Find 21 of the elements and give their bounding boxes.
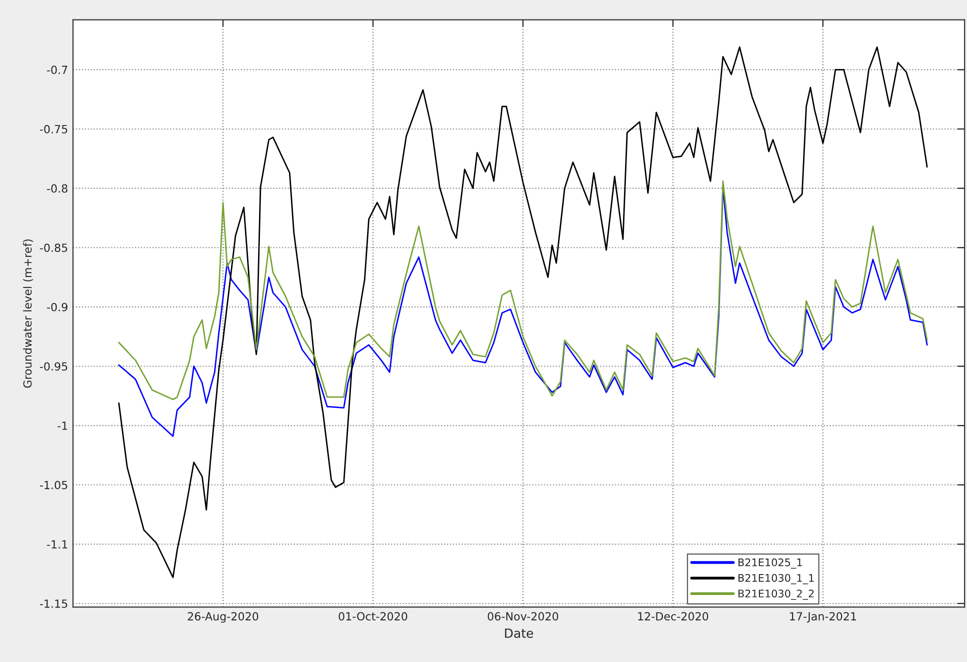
x-tick-label: 17-Jan-2021 (790, 612, 856, 623)
y-tick-label: -1.05 (40, 480, 68, 490)
y-tick-label: -0.8 (47, 184, 68, 193)
y-tick-label: -0.85 (40, 244, 68, 252)
legend-label: B21E1030_1_1 (738, 574, 814, 584)
y-axis-title: Groundwater level (m+ref) (23, 239, 33, 388)
x-tick-label: 06-Nov-2020 (488, 612, 558, 621)
legend-label: B21E1025_1 (738, 558, 802, 569)
x-tick-label: 12-Dec-2020 (638, 612, 708, 621)
x-tick-label: 01-Oct-2020 (338, 612, 408, 621)
y-tick-label: -0.7 (47, 66, 68, 74)
x-tick-label: 26-Aug-2020 (188, 612, 258, 623)
y-tick-label: -1.15 (40, 600, 68, 608)
line-series (118, 180, 928, 400)
y-tick-label: -0.95 (40, 362, 68, 371)
y-tick-label: -1.1 (47, 540, 68, 548)
legend-label: B21E1030_2_2 (738, 590, 814, 600)
y-tick-label: -0.75 (40, 124, 68, 134)
y-tick-label: -1 (58, 422, 68, 430)
y-tick-label: -0.9 (47, 302, 68, 312)
x-axis-title: Date (505, 628, 534, 638)
